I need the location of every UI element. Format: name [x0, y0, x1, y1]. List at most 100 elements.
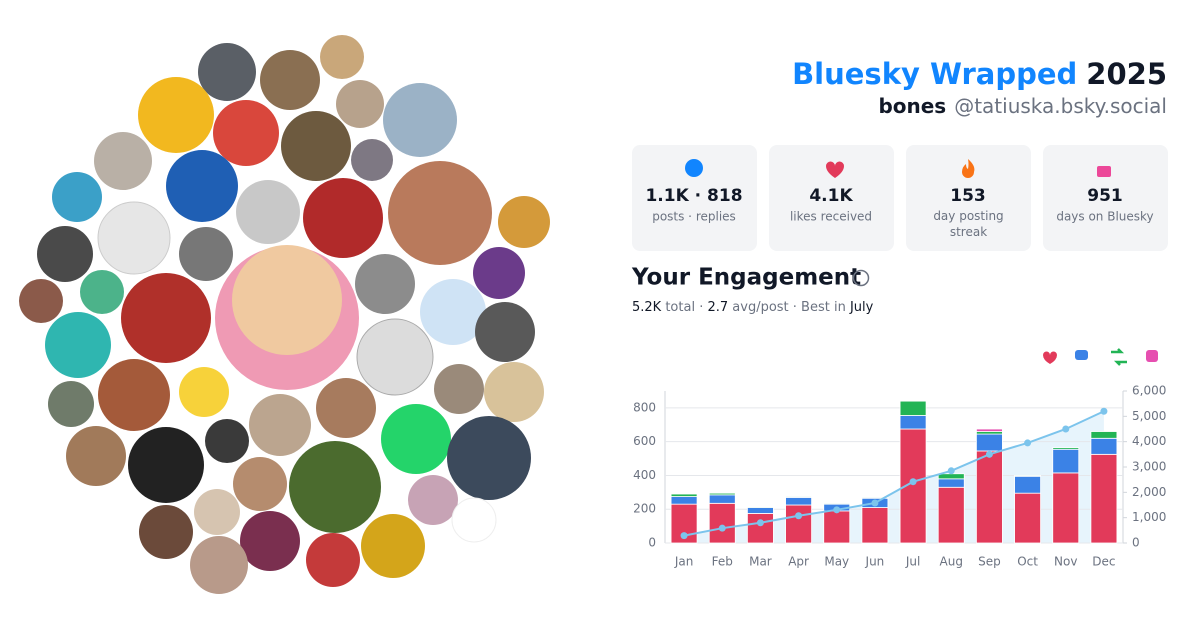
stat-card [632, 145, 757, 251]
line-point [718, 524, 726, 532]
avatar [260, 50, 320, 110]
avatar [48, 381, 94, 427]
avatar [351, 139, 393, 181]
bar-segment [823, 502, 851, 505]
avatar [166, 150, 238, 222]
avatar [233, 457, 287, 511]
x-tick-label: Jun [865, 555, 885, 569]
bar-segment [861, 507, 889, 544]
legend-reposts[interactable] [1111, 348, 1127, 366]
user: bones @tatiuska.bsky.social [878, 94, 1167, 118]
line-point [1024, 439, 1032, 447]
bar-segment [899, 415, 927, 430]
bar-segment [1014, 475, 1041, 477]
summary-part: July [849, 300, 874, 315]
bar-segment [1014, 475, 1041, 494]
stat-label: likes received [790, 210, 872, 224]
avatar [498, 196, 550, 248]
avatar [80, 270, 124, 314]
avatar [249, 394, 311, 456]
avatar [447, 416, 531, 500]
avatar [190, 536, 248, 594]
avatar [37, 226, 93, 282]
avatar [336, 80, 384, 128]
plot: 0 200 400 600 800 0 1,000 2,000 3,000 4,000 5,000 6… [633, 384, 1166, 569]
line-point [833, 506, 841, 514]
bar-segment [670, 493, 698, 497]
bar-segment [1090, 437, 1118, 455]
bar-segment [1052, 472, 1080, 544]
avatar [420, 279, 486, 345]
x-tick-label: Mar [749, 555, 772, 569]
legend-likes[interactable] [1043, 351, 1057, 365]
user-handle: @tatiuska.bsky.social [954, 94, 1167, 118]
bar-segment [1014, 492, 1041, 544]
y2-tick-label: 0 [1132, 536, 1140, 550]
avatar [306, 533, 360, 587]
x-tick-label: Nov [1054, 555, 1077, 569]
avatar [240, 511, 300, 571]
stat-card [769, 145, 894, 251]
bar-segment [823, 510, 851, 544]
avatar [121, 273, 211, 363]
x-tick-label: Dec [1092, 555, 1115, 569]
avatar [320, 35, 364, 79]
avatar [289, 441, 381, 533]
legend-quotes[interactable] [1146, 350, 1158, 362]
x-tick-label: Sep [978, 555, 1001, 569]
avatar [194, 489, 240, 535]
avatar [198, 43, 256, 101]
bar-segment [785, 496, 812, 506]
y-tick-label: 200 [633, 502, 656, 516]
bar-segment [747, 507, 774, 514]
avatar [434, 364, 484, 414]
stat-label-box: day posting streak [933, 209, 1004, 239]
avatar [98, 359, 170, 431]
avatar [381, 404, 451, 474]
stat-value: 1.1K · 818 [645, 186, 742, 206]
line-point [947, 467, 955, 475]
stat-label: day posting streak [933, 209, 1004, 239]
avatar [205, 419, 249, 463]
avatar [303, 178, 383, 258]
stat-card [1043, 145, 1168, 251]
bar-segment [861, 496, 889, 499]
section-title: Your Engagement [631, 265, 861, 291]
bar-segment [708, 502, 736, 544]
bar-segment [1052, 447, 1080, 450]
avatar [45, 312, 111, 378]
y2-tick-label: 5,000 [1132, 409, 1166, 423]
avatar [94, 132, 152, 190]
summary-part: avg/post · Best in [728, 300, 850, 315]
x-tick-label: Aug [940, 555, 963, 569]
x-tick-label: Feb [712, 555, 733, 569]
bar-segment [747, 513, 774, 544]
y-tick-label: 600 [633, 434, 656, 448]
avatar [97, 201, 171, 275]
avatar [19, 279, 63, 323]
bar-segment [976, 428, 1003, 432]
y-tick-label: 800 [633, 400, 656, 414]
summary-part: total · [661, 300, 707, 315]
bar-segment [670, 496, 698, 505]
line-point [871, 499, 879, 507]
posts-icon [685, 159, 703, 177]
y-tick-label: 0 [648, 536, 656, 550]
legend-replies[interactable] [1075, 350, 1088, 360]
avatar [179, 367, 229, 417]
avatar [484, 362, 544, 422]
x-tick-label: Jul [905, 555, 920, 569]
avatar [52, 172, 102, 222]
y-tick-label: 400 [633, 468, 656, 482]
summary: 5.2K total · 2.7 avg/post · Best in July [632, 300, 874, 315]
bar-segment [937, 486, 965, 544]
title-year: 2025 [1086, 57, 1167, 91]
info-icon[interactable] [852, 269, 870, 287]
avatar [128, 427, 204, 503]
avatar [355, 254, 415, 314]
avatar [139, 505, 193, 559]
avatar [236, 180, 300, 244]
avatar [475, 302, 535, 362]
bar-segment [1090, 431, 1118, 439]
